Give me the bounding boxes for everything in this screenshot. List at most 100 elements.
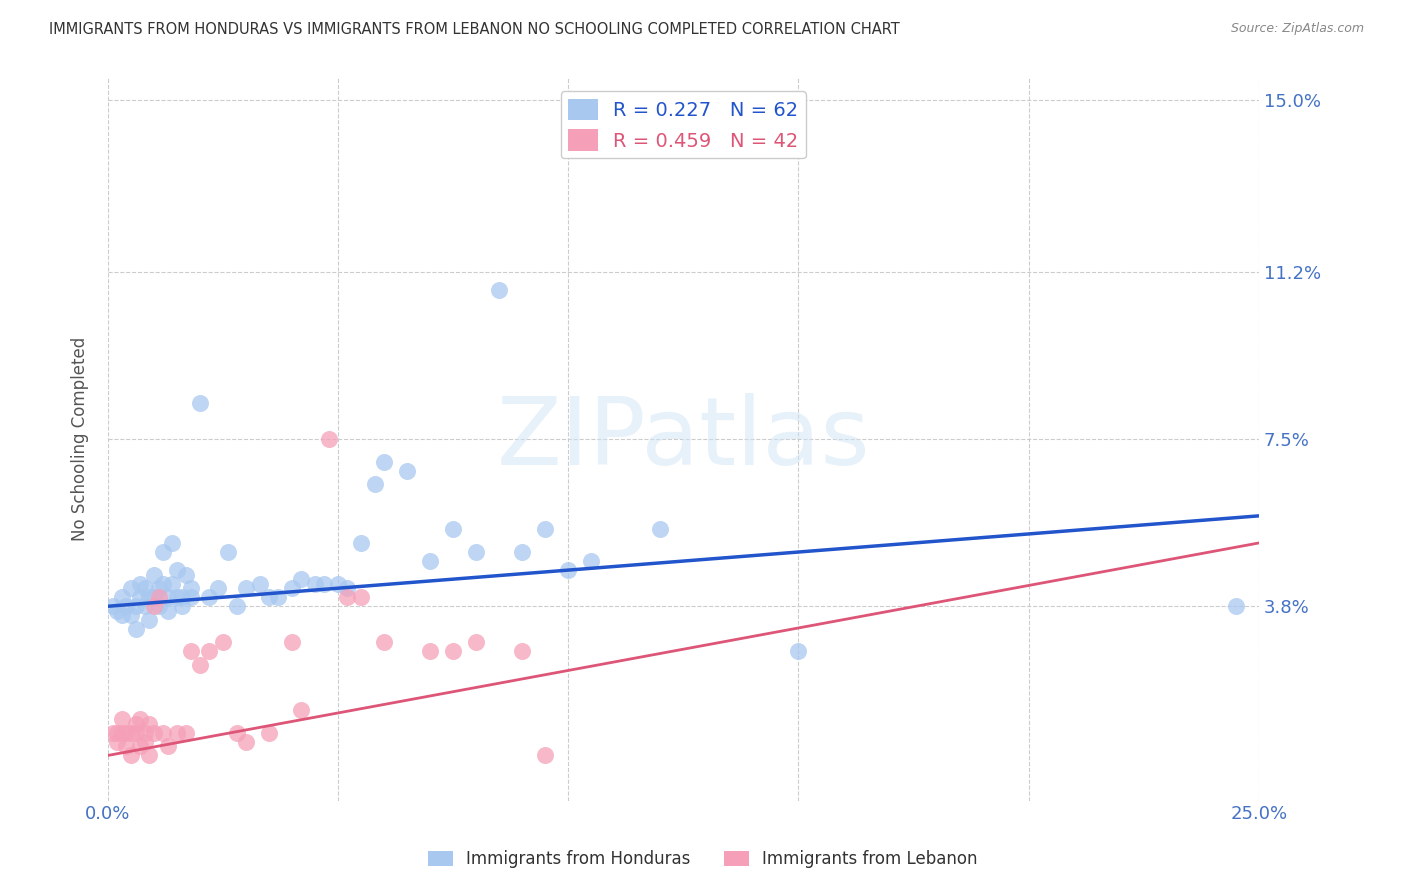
Point (156, 739, 179, 754)
Point (180, 581, 202, 595)
Point (336, 581, 359, 595)
Point (143, 726, 166, 740)
Point (267, 591, 290, 605)
Point (152, 545, 174, 559)
Point (373, 635, 395, 649)
Point (396, 464, 419, 478)
Point (148, 591, 170, 605)
Point (105, 726, 128, 740)
Point (465, 545, 488, 559)
Point (138, 716, 160, 731)
Point (166, 726, 188, 740)
Point (134, 581, 156, 595)
Point (162, 536, 184, 550)
Point (336, 591, 359, 605)
Point (166, 591, 188, 605)
Point (235, 735, 257, 749)
Point (419, 644, 441, 658)
Point (318, 432, 340, 446)
Point (152, 726, 174, 740)
Point (170, 599, 193, 614)
Point (129, 712, 152, 726)
Point (124, 726, 146, 740)
Point (129, 576, 152, 591)
Point (373, 455, 395, 469)
Point (148, 581, 170, 595)
Point (198, 644, 221, 658)
Point (152, 576, 174, 591)
Point (217, 545, 239, 559)
Point (350, 591, 373, 605)
Point (120, 748, 142, 763)
Point (166, 563, 188, 577)
Point (115, 739, 138, 754)
Point (364, 477, 387, 491)
Point (441, 644, 464, 658)
Point (465, 635, 488, 649)
Point (129, 739, 152, 754)
Point (419, 554, 441, 568)
Point (105, 604, 128, 618)
Point (534, 523, 557, 537)
Point (124, 716, 146, 731)
Point (180, 591, 202, 605)
Point (557, 563, 579, 577)
Point (134, 726, 156, 740)
Y-axis label: No Schooling Completed: No Schooling Completed (72, 337, 89, 541)
Point (326, 576, 349, 591)
Legend: Immigrants from Honduras, Immigrants from Lebanon: Immigrants from Honduras, Immigrants fro… (422, 844, 984, 875)
Point (124, 599, 146, 614)
Text: Source: ZipAtlas.com: Source: ZipAtlas.com (1230, 22, 1364, 36)
Point (170, 591, 193, 605)
Point (225, 726, 247, 740)
Point (120, 726, 142, 740)
Point (129, 591, 152, 605)
Point (650, 523, 672, 537)
Point (350, 536, 373, 550)
Point (105, 735, 128, 749)
Point (124, 622, 146, 636)
Point (510, 545, 533, 559)
Point (115, 599, 138, 614)
Point (281, 635, 304, 649)
Point (198, 591, 221, 605)
Point (101, 726, 124, 740)
Point (249, 576, 271, 591)
Point (134, 735, 156, 749)
Point (1225, 599, 1247, 614)
Point (441, 523, 464, 537)
Point (257, 726, 280, 740)
Point (314, 576, 336, 591)
Point (115, 726, 138, 740)
Point (120, 608, 142, 623)
Point (156, 604, 179, 618)
Point (225, 599, 247, 614)
Point (143, 599, 166, 614)
Point (188, 658, 211, 673)
Legend: R = 0.227   N = 62, R = 0.459   N = 42: R = 0.227 N = 62, R = 0.459 N = 42 (561, 91, 806, 159)
Text: ZIPatlas: ZIPatlas (496, 393, 870, 485)
Point (138, 748, 160, 763)
Point (534, 748, 557, 763)
Point (120, 581, 142, 595)
Point (188, 396, 211, 410)
Point (787, 644, 810, 658)
Point (111, 608, 134, 623)
Point (138, 613, 160, 627)
Point (101, 599, 124, 614)
Point (138, 591, 160, 605)
Point (134, 599, 156, 614)
Point (143, 567, 166, 582)
Point (174, 726, 197, 740)
Point (281, 581, 304, 595)
Point (290, 572, 312, 586)
Point (212, 635, 235, 649)
Point (235, 581, 257, 595)
Point (111, 712, 134, 726)
Point (488, 283, 510, 297)
Point (290, 703, 312, 717)
Point (162, 576, 184, 591)
Point (174, 567, 197, 582)
Point (180, 644, 202, 658)
Point (257, 591, 280, 605)
